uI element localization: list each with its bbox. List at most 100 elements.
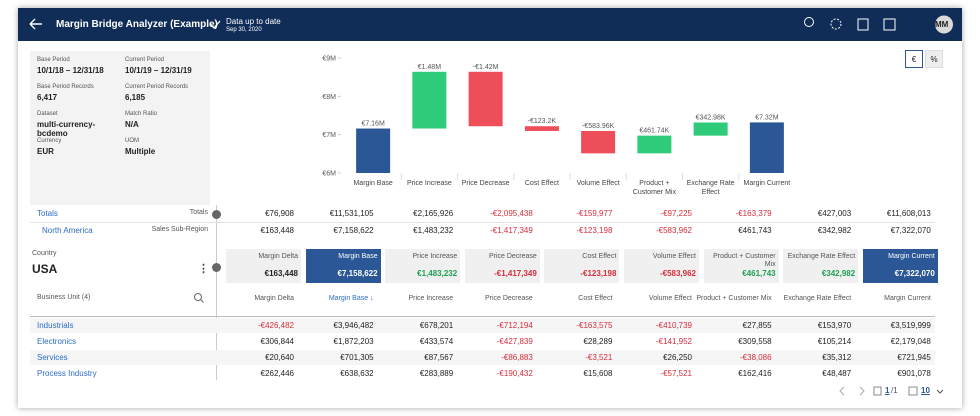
currency-toggle[interactable]: % (925, 50, 943, 68)
row-label[interactable]: Totals (37, 209, 58, 218)
page-number[interactable]: 1 (885, 386, 890, 395)
info-value: Multiple (125, 147, 156, 156)
info-value: 10/1/18 – 12/31/18 (37, 66, 104, 75)
table-cell: €87,567 (424, 353, 454, 362)
collapse-knob[interactable] (212, 263, 221, 272)
card-value: -€583,962 (659, 269, 696, 278)
summary-cell: €76,908 (265, 209, 294, 218)
row-label[interactable]: Services (37, 353, 68, 362)
settings-icon[interactable] (830, 18, 842, 30)
summary-cell: -€159,977 (576, 209, 613, 218)
page-total: /1 (891, 386, 898, 395)
row-label[interactable]: North America (42, 226, 93, 235)
info-label: Current Period Records (125, 84, 189, 90)
column-header[interactable]: Margin Delta (254, 295, 294, 302)
table-cell: €2,179,048 (890, 337, 931, 346)
column-header[interactable]: Price Increase (408, 295, 454, 302)
metric-card[interactable] (783, 249, 859, 283)
metric-card[interactable] (624, 249, 699, 283)
row-label[interactable]: Electronics (37, 337, 77, 346)
metric-card[interactable] (385, 249, 461, 283)
country-value: USA (32, 262, 58, 276)
pager-arrows[interactable] (839, 386, 865, 396)
back-icon[interactable] (29, 18, 42, 30)
summary-cell: €342,982 (817, 226, 852, 235)
summary-cell: €7,158,622 (333, 226, 374, 235)
currency-toggle[interactable]: € (905, 50, 923, 68)
bulb-icon[interactable] (804, 17, 814, 27)
metric-card[interactable] (226, 249, 301, 283)
table-cell: -€3,521 (585, 353, 613, 362)
row-level: Sales Sub-Region (151, 226, 208, 233)
search-icon[interactable] (193, 292, 205, 304)
info-value: EUR (37, 147, 54, 156)
table-cell: €162,416 (738, 369, 772, 378)
metric-card[interactable] (862, 249, 938, 283)
column-header[interactable]: Margin Base ↓ (328, 295, 374, 302)
table-cell: -€57,521 (660, 369, 692, 378)
data-label: €7.32M (755, 114, 779, 121)
info-value: 6,417 (37, 93, 58, 102)
card-value: €7,322,070 (894, 269, 935, 278)
summary-cell: -€1,417,349 (490, 226, 533, 235)
export-icon[interactable] (883, 18, 896, 31)
summary-cell: €7,322,070 (890, 226, 931, 235)
column-header[interactable]: Cost Effect (578, 295, 613, 302)
more-icon[interactable]: ⋮ (198, 263, 209, 275)
table-cell: €721,945 (897, 353, 931, 362)
row-level: Totals (189, 209, 208, 216)
divider (216, 205, 217, 380)
page-size[interactable]: 10 (921, 386, 930, 395)
table-cell: €48,487 (822, 369, 852, 378)
bar (693, 122, 728, 136)
summary-cell: -€163,379 (735, 209, 772, 218)
info-value: 10/1/19 – 12/31/19 (125, 66, 192, 75)
metric-card[interactable] (544, 249, 620, 283)
row-label[interactable]: Industrials (37, 321, 74, 330)
metric-card[interactable] (464, 249, 540, 283)
card-title: Cost Effect (582, 253, 617, 260)
page-icon (873, 386, 882, 396)
table-cell: €26,250 (663, 353, 692, 362)
header-icons (29, 15, 953, 34)
table-cell: €153,970 (817, 321, 852, 330)
app-title: Margin Bridge Analyzer (Example) (56, 19, 218, 30)
info-label: Current Period (125, 57, 165, 63)
table-icon[interactable] (857, 18, 869, 31)
summary-cell: €461,743 (738, 226, 772, 235)
info-value: N/A (125, 120, 139, 129)
column-header[interactable]: Margin Current (884, 295, 931, 302)
column-header[interactable]: Price Decrease (484, 295, 533, 302)
x-tick-label: Exchange Rate Effect (686, 180, 735, 196)
column-header[interactable]: Exchange Rate Effect (783, 295, 852, 302)
table-cell: €28,289 (583, 337, 613, 346)
column-header[interactable]: Product + Customer Mix (696, 295, 772, 302)
card-title: Price Increase (412, 253, 458, 260)
table-cell: €701,305 (340, 353, 374, 362)
table-cell: €105,214 (817, 337, 852, 346)
info-label: Currency (37, 138, 62, 144)
metric-card[interactable] (703, 249, 779, 283)
table-cell: -€410,739 (655, 321, 692, 330)
table-cell: -€427,839 (496, 337, 533, 346)
pager-icons (839, 386, 944, 396)
metric-card[interactable] (305, 249, 381, 283)
bar (356, 128, 391, 173)
table-cell: -€190,432 (496, 369, 533, 378)
card-title: Exchange Rate Effect (787, 253, 856, 260)
waterfall-chart: €6M €7M €8M €9M €7.16M €1.48M -€1.42M -€123.2K -… (322, 56, 784, 180)
x-tick-label: Volume Effect (576, 180, 620, 187)
collapse-knob[interactable] (212, 210, 221, 219)
table-cell: €1,872,203 (333, 337, 374, 346)
summary-cell: €427,003 (817, 209, 852, 218)
table-cell: €678,201 (419, 321, 454, 330)
row-label[interactable]: Process Industry (37, 369, 97, 378)
avatar[interactable] (935, 15, 953, 34)
info-value: 6,185 (125, 93, 146, 102)
dropdown-icon[interactable] (936, 389, 944, 394)
summary-cell: €1,483,232 (413, 226, 454, 235)
card-value: -€1,417,349 (494, 269, 537, 278)
info-label: Base Period Records (37, 84, 94, 90)
column-header[interactable]: Volume Effect (648, 295, 692, 302)
